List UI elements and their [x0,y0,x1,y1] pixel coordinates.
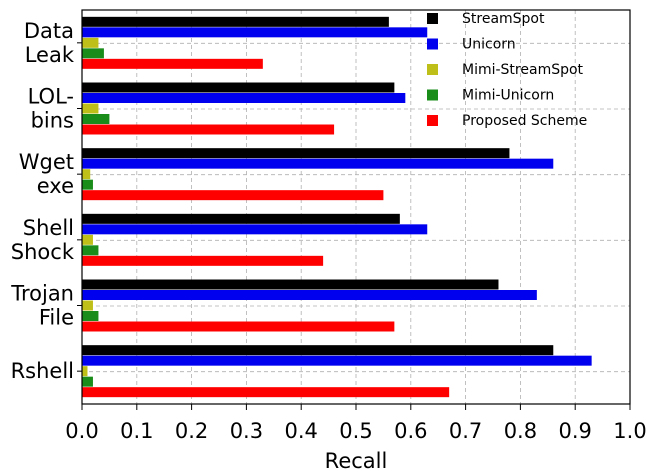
bar [82,224,428,235]
bar [82,290,537,300]
bar [82,213,400,224]
x-tick-layer: 0.0 0.1 0.2 0.3 0.4 0.5 0.6 0.7 0.8 0.9 1.0 [65,404,647,443]
legend-label: Mimi-Unicorn [462,88,554,104]
x-tick-label: 0.6 [394,419,427,443]
x-tick-label: 0.8 [504,419,537,443]
bar [82,321,395,332]
legend-item: Mimi-Unicorn [427,88,554,104]
bar [82,37,99,48]
bar [82,376,93,387]
legend-item: Proposed Scheme [427,113,587,129]
x-tick-label: 0.9 [558,419,591,443]
legend-label: StreamSpot [462,11,545,27]
bar [82,158,554,169]
x-tick-label: 0.1 [120,419,153,443]
x-tick-label: 0.3 [230,419,263,443]
legend-swatch [427,115,438,126]
bar [82,27,428,38]
x-tick-label: 0.4 [284,419,317,443]
bar-group [82,148,554,201]
bar-group [82,279,537,332]
grid-layer [81,10,631,404]
legend-swatch [427,64,438,75]
bar [82,93,406,103]
legend: StreamSpot Unicorn Mimi-StreamSpot Mimi-Uni… [427,11,587,129]
bar [82,355,592,366]
bar [82,16,389,27]
y-category-label: LOL-bins [28,85,74,133]
bar [82,169,91,180]
bar-group [82,213,428,266]
bar-group [82,345,592,398]
bar [82,190,384,201]
x-tick-label: 0.2 [175,419,208,443]
bar [82,114,110,124]
bar [82,179,93,190]
bar [82,311,99,321]
bar [82,58,263,69]
bar [82,279,499,290]
legend-label: Proposed Scheme [462,113,587,129]
legend-item: Mimi-StreamSpot [427,62,584,78]
x-tick-label: 0.5 [339,419,372,443]
category-label-layer: Data Leak LOL-bins Wget exe Shell Shock Trojan F… [10,19,82,383]
bar [82,48,104,59]
y-category-label: Wget exe [19,150,74,198]
x-axis-label: Recall [325,449,388,472]
bar [82,82,395,93]
y-category-label: Shell Shock [11,216,75,264]
bar [82,300,93,311]
y-category-label: Data Leak [24,19,75,67]
x-tick-label: 0.7 [449,419,482,443]
y-category-label: Rshell [11,359,74,383]
bar [82,255,324,266]
legend-swatch [427,13,438,24]
legend-item: StreamSpot [427,11,545,27]
legend-label: Unicorn [462,37,516,53]
bar [82,103,99,114]
x-tick-label: 1.0 [613,419,646,443]
y-category-label: Trojan File [10,282,74,330]
bar [82,345,554,356]
legend-item: Unicorn [427,37,516,53]
bar [82,245,99,256]
bar [82,387,450,398]
legend-label: Mimi-StreamSpot [462,62,584,78]
bar-group [82,82,406,135]
bar [82,148,510,159]
bar-group [82,16,428,69]
bar [82,366,88,377]
legend-swatch [427,38,438,50]
bar [82,124,335,135]
legend-swatch [427,89,438,101]
bar [82,234,93,245]
x-tick-label: 0.0 [65,419,98,443]
bar-layer [82,16,592,398]
